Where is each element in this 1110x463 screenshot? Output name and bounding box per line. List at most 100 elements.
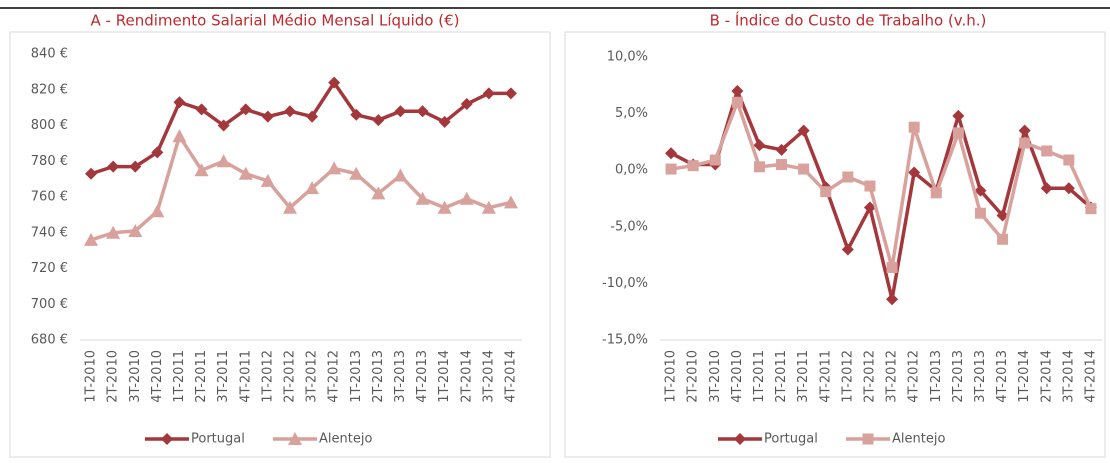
y-tick-label: 680 € [31,333,68,348]
marker [216,154,231,168]
marker [106,225,121,239]
marker [327,161,342,175]
marker [261,110,274,123]
x-tick-label: 2T-2013 [951,350,966,403]
marker [85,167,98,180]
panel-a [9,31,551,458]
marker [371,186,386,200]
y-tick-label: 5,0% [615,106,648,121]
marker [930,187,942,199]
marker [731,96,743,108]
marker [1085,203,1097,215]
x-tick-label: 2T-2012 [282,350,297,403]
x-tick-label: 1T-2013 [349,350,364,403]
marker [305,181,320,195]
x-tick-label: 2T-2013 [371,350,386,403]
marker [731,84,744,97]
marker [349,166,364,180]
series-line [90,80,511,176]
x-tick-label: 4T-2012 [907,350,922,403]
x-tick-label: 2T-2011 [194,350,209,403]
marker [481,200,496,214]
marker [1019,137,1031,149]
marker [128,223,143,237]
marker [798,163,810,175]
marker [260,173,275,187]
y-tick-label: 740 € [31,225,68,240]
marker [482,87,495,100]
x-tick-label: 2T-2012 [862,350,877,403]
x-tick-label: 2T-2014 [1039,350,1054,403]
x-tick-label: 3T-2012 [305,350,320,403]
marker [841,243,854,256]
marker [416,105,429,118]
x-tick-label: 2T-2010 [106,350,121,403]
chart-title: A - Rendimento Salarial Médio Mensal Líq… [91,12,460,30]
y-tick-label: 800 € [31,118,68,133]
x-tick-label: 3T-2014 [1061,350,1076,403]
marker [775,143,788,156]
x-tick-label: 3T-2011 [216,350,231,403]
panel-b [564,31,1106,458]
marker [151,146,164,159]
marker [161,433,173,445]
y-tick-label: 820 € [31,82,68,97]
y-tick-label: 700 € [31,297,68,312]
x-tick-label: 1T-2011 [172,350,187,403]
marker [288,432,302,445]
marker [372,114,385,127]
x-tick-label: 4T-2010 [150,350,165,403]
legend-label: Alentejo [319,432,372,447]
marker [908,166,921,179]
x-tick-label: 4T-2011 [818,350,833,403]
marker [974,184,987,197]
marker [1040,182,1053,195]
legend-label: Alentejo [892,432,945,447]
marker [1041,145,1053,157]
x-tick-label: 4T-2013 [995,350,1010,403]
marker [687,160,699,172]
marker [952,109,965,122]
x-tick-label: 1T-2012 [840,350,855,403]
marker [665,163,677,175]
marker [150,204,165,218]
marker [306,110,319,123]
marker [776,159,788,171]
marker [328,76,341,89]
series-line [90,134,512,242]
chart-title: B - Índice do Custo de Trabalho (v.h.) [710,11,987,30]
marker [239,103,252,116]
marker [503,195,518,209]
legend-label: Portugal [191,432,245,447]
marker [753,139,766,152]
legend-label: Portugal [764,432,818,447]
marker [665,147,678,160]
marker [734,433,746,445]
x-tick-label: 3T-2011 [796,350,811,403]
y-tick-label: 780 € [31,154,68,169]
marker [282,200,297,214]
marker [908,121,920,133]
x-tick-label: 4T-2013 [415,350,430,403]
x-tick-label: 3T-2010 [128,350,143,403]
x-tick-label: 1T-2012 [260,350,275,403]
marker [437,200,452,214]
x-tick-label: 3T-2013 [393,350,408,403]
y-tick-label: -15,0% [602,333,648,348]
marker [862,433,874,445]
x-tick-label: 1T-2013 [929,350,944,403]
marker [842,171,854,183]
x-tick-label: 2T-2010 [686,350,701,403]
marker [863,201,876,214]
marker [438,115,451,128]
marker [753,161,765,173]
marker [394,105,407,118]
marker [217,119,230,132]
y-tick-label: 720 € [31,261,68,276]
y-tick-label: -10,0% [602,276,648,291]
marker [952,127,964,139]
x-tick-label: 1T-2010 [664,350,679,403]
x-tick-label: 4T-2012 [327,350,342,403]
marker [997,233,1009,245]
